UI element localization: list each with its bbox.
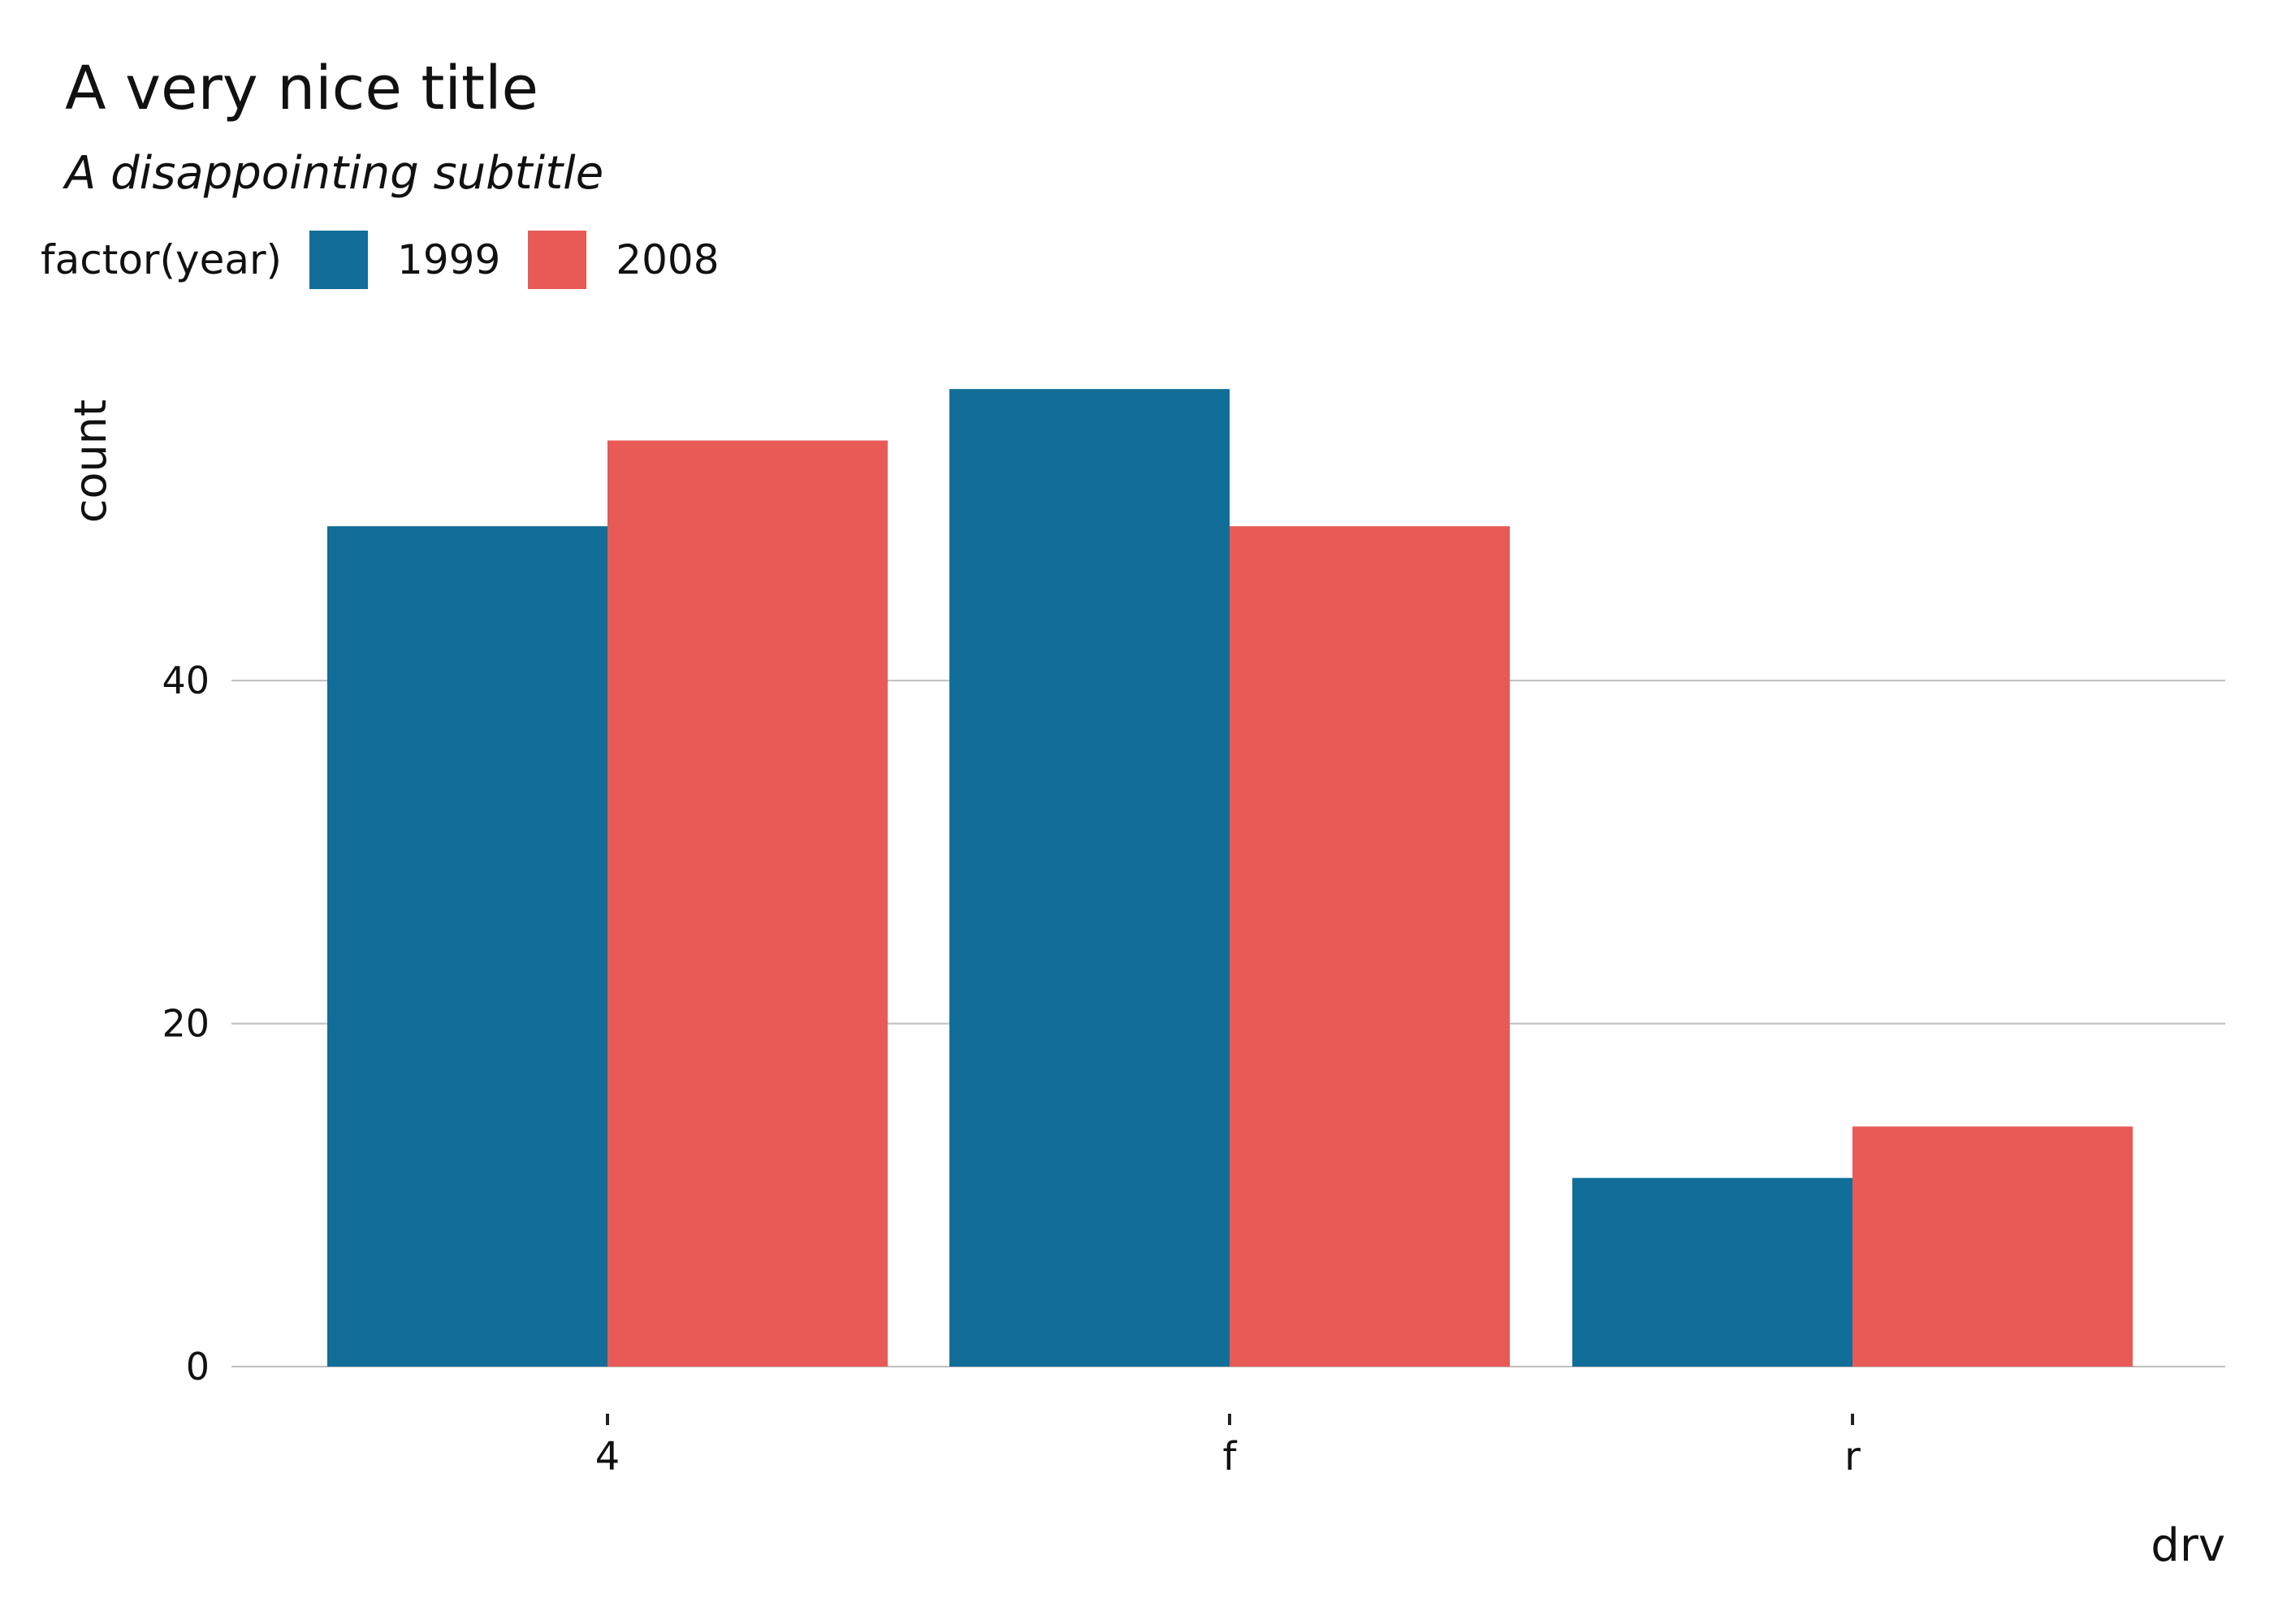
legend: factor(year) 1999 2008 [41,231,747,289]
chart-subtitle: A disappointing subtitle [65,147,604,200]
bar-r-2008 [1852,1126,2133,1367]
legend-item-1999: 1999 [309,231,500,289]
y-tick-label-20: 20 [162,1002,210,1046]
y-tick-label-40: 40 [162,659,210,702]
legend-title: factor(year) [41,236,283,283]
bar-r-1999 [1572,1177,1852,1367]
legend-item-2008: 2008 [528,231,720,289]
x-tick-label-4: 4 [595,1434,620,1479]
legend-swatch-2008 [528,231,587,289]
y-axis-title: count [65,400,116,523]
bar-f-2008 [1230,526,1510,1367]
x-axis-title: drv [2151,1519,2225,1572]
legend-label-1999: 1999 [397,236,501,283]
legend-swatch-1999 [309,231,369,289]
y-tick-label-0: 0 [186,1345,210,1389]
bar-4-1999 [327,526,607,1367]
bar-f-1999 [949,389,1230,1367]
chart-title: A very nice title [65,54,539,123]
x-tick-label-r: r [1844,1434,1861,1479]
x-tick-label-f: f [1223,1434,1238,1479]
legend-label-2008: 2008 [616,236,720,283]
bar-4-2008 [607,440,888,1367]
